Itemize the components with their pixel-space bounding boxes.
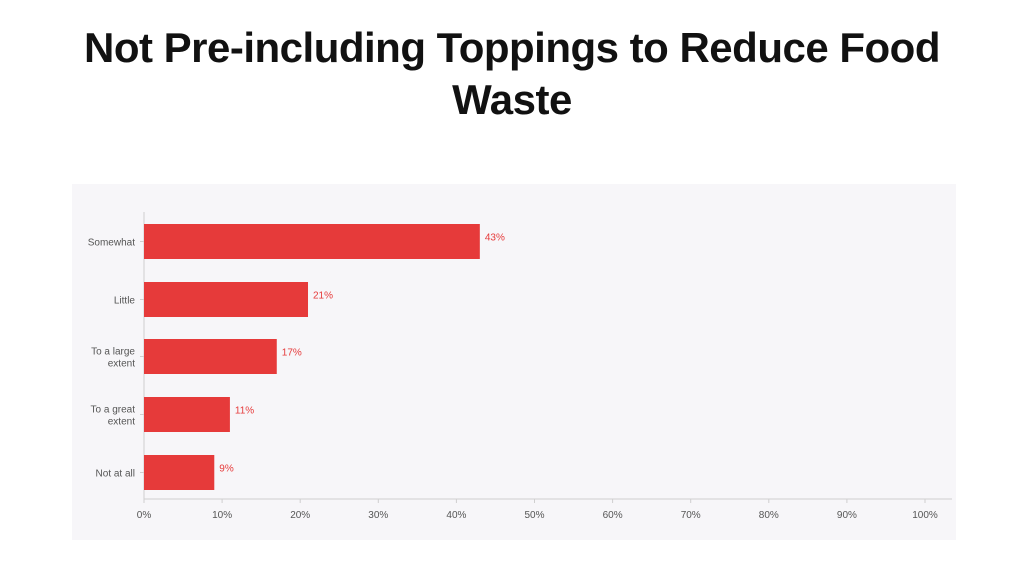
- x-tick-label: 50%: [524, 510, 544, 521]
- bar: [144, 455, 215, 490]
- x-tick-label: 70%: [681, 510, 701, 521]
- category-label: Somewhat: [88, 238, 135, 249]
- data-label: 17%: [282, 348, 302, 359]
- x-tick-label: 100%: [912, 510, 938, 521]
- data-label: 21%: [313, 291, 333, 302]
- bar: [144, 397, 230, 432]
- data-label: 9%: [219, 464, 234, 475]
- data-label: 11%: [235, 406, 254, 417]
- category-label: To a large: [91, 347, 135, 358]
- category-label: extent: [108, 359, 135, 370]
- category-label: Little: [114, 296, 136, 307]
- category-label: Not at all: [96, 469, 135, 480]
- x-tick-label: 10%: [212, 510, 232, 521]
- data-label: 43%: [485, 233, 505, 244]
- category-label: To a great: [91, 405, 136, 416]
- x-tick-label: 80%: [759, 510, 779, 521]
- x-tick-label: 60%: [603, 510, 623, 521]
- category-label: extent: [108, 417, 135, 428]
- page-title: Not Pre-including Toppings to Reduce Foo…: [84, 24, 940, 123]
- x-tick-label: 30%: [368, 510, 388, 521]
- x-tick-label: 20%: [290, 510, 310, 521]
- bar: [144, 339, 277, 374]
- x-tick-label: 0%: [137, 510, 152, 521]
- bar: [144, 282, 309, 317]
- x-tick-label: 40%: [446, 510, 466, 521]
- bar: [144, 224, 480, 259]
- x-tick-label: 90%: [837, 510, 857, 521]
